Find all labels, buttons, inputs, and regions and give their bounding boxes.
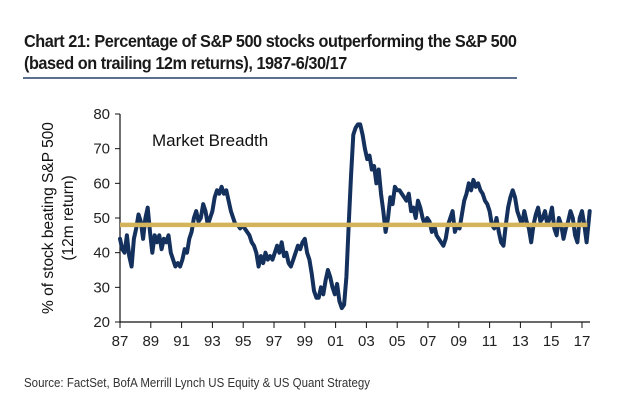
x-tick-label: 97 <box>266 333 283 350</box>
y-axis-label: % of stock beating S&P 500 (12m return) <box>40 122 77 314</box>
y-tick-label: 30 <box>93 279 110 296</box>
x-tick-label: 93 <box>204 333 221 350</box>
chart-title-line-2: (based on trailing 12m returns), 1987-6/… <box>24 53 347 73</box>
x-tick-label: 11 <box>482 333 498 350</box>
x-tick-label: 05 <box>389 333 406 350</box>
x-tick-label: 99 <box>296 333 313 350</box>
y-axis-label-line-1: % of stock beating S&P 500 <box>40 122 57 314</box>
x-tick-label: 91 <box>173 333 190 350</box>
annotation-market-breadth: Market Breadth <box>152 131 268 150</box>
source-note: Source: FactSet, BofA Merrill Lynch US E… <box>24 376 371 390</box>
x-tick-label: 89 <box>142 333 159 350</box>
x-tick-label: 03 <box>358 333 375 350</box>
title-underline <box>23 77 517 79</box>
y-tick-label: 80 <box>93 106 110 123</box>
x-tick-label: 87 <box>112 333 129 350</box>
x-tick-label: 13 <box>512 333 529 350</box>
y-tick-label: 50 <box>93 210 110 227</box>
x-tick-label: 17 <box>574 333 591 350</box>
x-tick-label: 09 <box>450 333 467 350</box>
chart-title-line-1: Chart 21: Percentage of S&P 500 stocks o… <box>24 31 517 51</box>
x-tick-label: 95 <box>235 333 252 350</box>
y-tick-label: 20 <box>93 314 110 331</box>
x-tick-label: 15 <box>543 333 560 350</box>
x-tick-label: 01 <box>327 333 344 350</box>
y-axis-label-line-2: (12m return) <box>60 175 77 260</box>
series-line <box>118 122 592 311</box>
y-tick-label: 40 <box>93 245 110 262</box>
x-tick-label: 07 <box>420 333 437 350</box>
chart-title: Chart 21: Percentage of S&P 500 stocks o… <box>24 30 573 74</box>
y-tick-label: 60 <box>93 175 110 192</box>
y-tick-label: 70 <box>93 141 110 158</box>
